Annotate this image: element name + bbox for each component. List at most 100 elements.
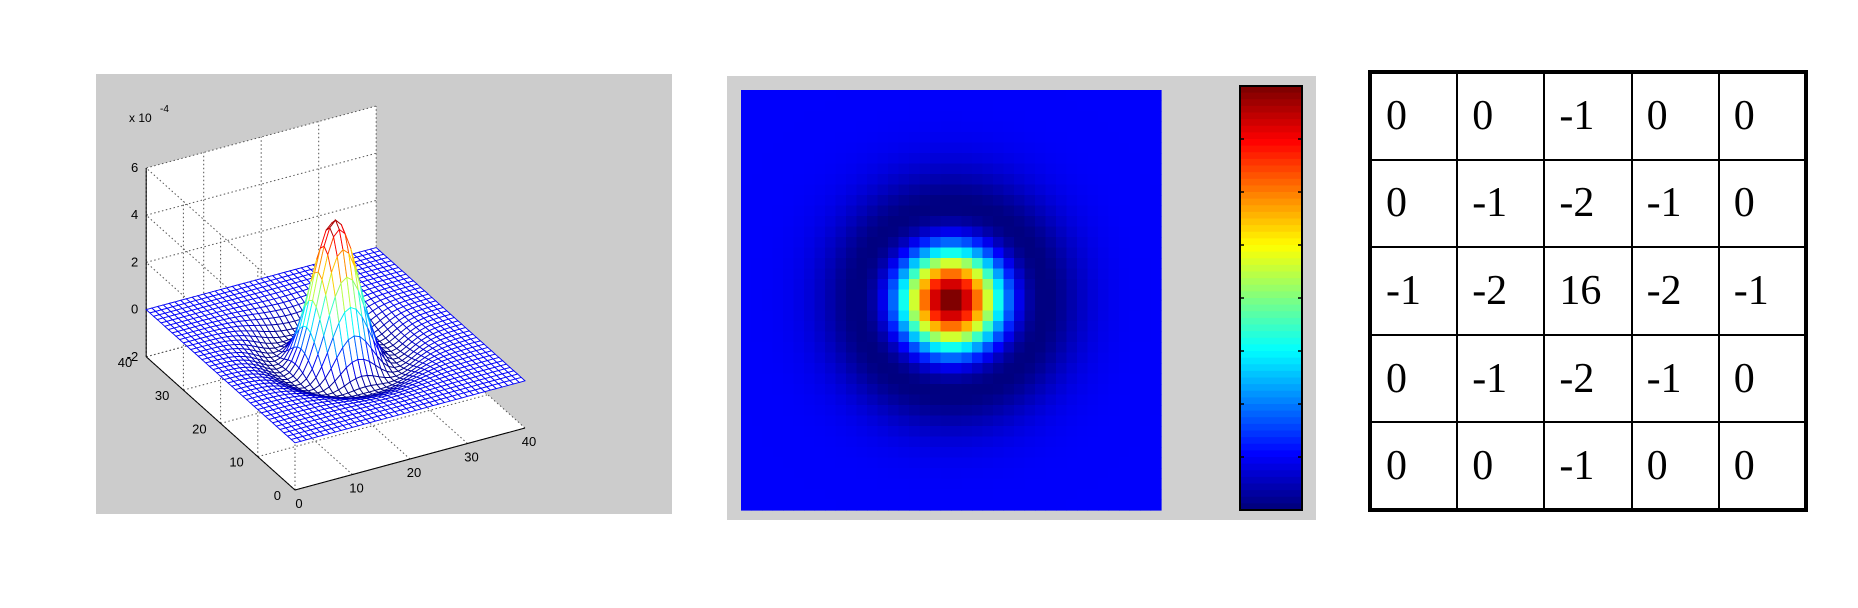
- heatmap-cell: [930, 205, 942, 217]
- heatmap-cell: [1003, 436, 1015, 448]
- z-tick-label: 2: [131, 254, 138, 269]
- heatmap-cell: [888, 153, 900, 165]
- heatmap-cell: [772, 142, 784, 154]
- heatmap-cell: [909, 310, 921, 322]
- heatmap-cell: [1024, 489, 1036, 501]
- heatmap-cell: [961, 363, 973, 375]
- colorbar-segment: [1240, 298, 1302, 306]
- heatmap-cell: [814, 163, 826, 175]
- heatmap-cell: [1077, 405, 1089, 417]
- heatmap-cell: [940, 478, 952, 490]
- heatmap-cell: [972, 100, 984, 112]
- heatmap-cell: [856, 289, 868, 301]
- heatmap-cell: [751, 247, 763, 259]
- heatmap-cell: [751, 352, 763, 364]
- heatmap-cell: [1129, 457, 1141, 469]
- heatmap-cell: [919, 468, 931, 480]
- heatmap-cell: [741, 300, 753, 312]
- heatmap-cell: [972, 142, 984, 154]
- heatmap-cell: [940, 174, 952, 186]
- heatmap-cell: [1056, 279, 1068, 291]
- x-tick-label: 40: [522, 434, 536, 449]
- heatmap-cell: [1077, 184, 1089, 196]
- heatmap-cell: [835, 447, 847, 459]
- heatmap-cell: [1140, 478, 1152, 490]
- heatmap-cell: [1024, 300, 1036, 312]
- heatmap-cell: [846, 394, 858, 406]
- heatmap-cell: [825, 142, 837, 154]
- heatmap-cell: [1014, 100, 1026, 112]
- y-tick-label: 40: [118, 355, 132, 370]
- heatmap-cell: [772, 384, 784, 396]
- heatmap-cell: [898, 258, 910, 270]
- heatmap-cell: [961, 394, 973, 406]
- heatmap-cell: [867, 100, 879, 112]
- heatmap-cell: [762, 478, 774, 490]
- heatmap-cell: [909, 226, 921, 238]
- heatmap-cell: [1003, 426, 1015, 438]
- heatmap-cell: [1087, 121, 1099, 133]
- heatmap-cell: [888, 258, 900, 270]
- z-tick-label: 0: [131, 302, 138, 317]
- heatmap-cell: [1024, 342, 1036, 354]
- heatmap-cell: [930, 111, 942, 123]
- heatmap-cell: [1140, 321, 1152, 333]
- heatmap-cell: [877, 205, 889, 217]
- heatmap-cell: [804, 468, 816, 480]
- heatmap-cell: [1024, 447, 1036, 459]
- heatmap-cell: [877, 373, 889, 385]
- heatmap-cell: [961, 184, 973, 196]
- colorbar-segment: [1240, 218, 1302, 226]
- heatmap-cell: [814, 405, 826, 417]
- heatmap-cell: [793, 163, 805, 175]
- heatmap-cell: [856, 111, 868, 123]
- heatmap-cell: [751, 216, 763, 228]
- heatmap-cell: [1077, 384, 1089, 396]
- heatmap-cell: [888, 279, 900, 291]
- heatmap-cell: [898, 321, 910, 333]
- heatmap-cell: [888, 352, 900, 364]
- colorbar-segment: [1240, 158, 1302, 167]
- heatmap-cell: [1014, 268, 1026, 280]
- heatmap-cell: [1150, 300, 1162, 312]
- heatmap-cell: [919, 300, 931, 312]
- colorbar-segment: [1240, 172, 1302, 180]
- heatmap-cell: [751, 132, 763, 144]
- heatmap-cell: [772, 321, 784, 333]
- heatmap-cell: [1077, 352, 1089, 364]
- heatmap-cell: [793, 499, 805, 511]
- heatmap-cell: [1077, 489, 1089, 501]
- heatmap-cell: [898, 394, 910, 406]
- heatmap-cell: [1119, 468, 1131, 480]
- heatmap-cell: [867, 331, 879, 343]
- heatmap-cell: [867, 447, 879, 459]
- heatmap-cell: [982, 373, 994, 385]
- heatmap-cell: [783, 457, 795, 469]
- heatmap-cell: [1066, 289, 1078, 301]
- heatmap-cell: [856, 195, 868, 207]
- heatmap-cell: [762, 342, 774, 354]
- heatmap-cell: [856, 489, 868, 501]
- heatmap-cell: [867, 132, 879, 144]
- heatmap-cell: [804, 405, 816, 417]
- heatmap-cell: [846, 478, 858, 490]
- heatmap-cell: [1098, 468, 1110, 480]
- heatmap-cell: [1108, 279, 1120, 291]
- heatmap-cell: [751, 405, 763, 417]
- heatmap-cell: [972, 132, 984, 144]
- heatmap-cell: [1045, 100, 1057, 112]
- heatmap-cell: [793, 247, 805, 259]
- heatmap-cell: [993, 142, 1005, 154]
- heatmap-cell: [1129, 132, 1141, 144]
- heatmap-cell: [1056, 90, 1068, 102]
- heatmap-cell: [1035, 499, 1047, 511]
- heatmap-cell: [1014, 373, 1026, 385]
- x-tick-label: 0: [295, 496, 302, 511]
- heatmap-cell: [1077, 174, 1089, 186]
- heatmap-cell: [846, 132, 858, 144]
- table-cell: -2: [1456, 246, 1546, 336]
- heatmap-cell: [846, 331, 858, 343]
- heatmap-cell: [1129, 384, 1141, 396]
- heatmap-cell: [741, 499, 753, 511]
- heatmap-cell: [909, 394, 921, 406]
